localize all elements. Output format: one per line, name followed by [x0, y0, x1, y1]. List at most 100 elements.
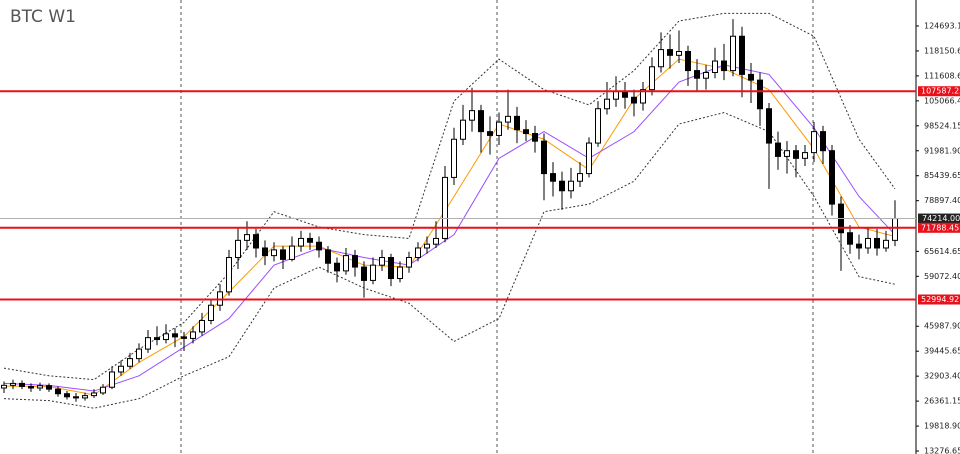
moving-average	[3, 58, 896, 396]
level-label: 52994.92	[921, 295, 959, 304]
candle-body	[82, 395, 88, 399]
candle-body	[73, 396, 79, 399]
y-tick-label: 26361.15	[924, 397, 960, 406]
chart-title: BTC W1	[10, 7, 76, 27]
band-line	[3, 12, 896, 381]
level-label: 107587.25	[921, 87, 960, 96]
candle-body	[136, 348, 142, 360]
candle-body	[460, 119, 466, 140]
candle-body	[55, 388, 61, 395]
candle-body	[316, 241, 322, 251]
y-tick-label: 78897.40	[924, 196, 960, 205]
candle-body	[514, 115, 520, 131]
candle-body	[487, 131, 493, 136]
candle-body	[631, 96, 637, 104]
candle-body	[352, 255, 358, 268]
candle-body	[100, 386, 106, 394]
candle-body	[865, 237, 871, 249]
candle-body	[667, 49, 673, 56]
candle-body	[235, 239, 241, 259]
candle-body	[505, 115, 511, 123]
candle-body	[784, 150, 790, 157]
candle-body	[523, 129, 529, 135]
candle-body	[883, 239, 889, 249]
candle-body	[622, 91, 628, 98]
candle-body	[712, 60, 718, 73]
candle-body	[253, 234, 259, 249]
candle-body	[28, 385, 34, 389]
candle-body	[757, 79, 763, 110]
candle-body	[289, 245, 295, 260]
moving-average	[3, 64, 896, 392]
candle-body	[271, 249, 277, 257]
current-price-tag	[918, 213, 960, 224]
candle-body	[208, 304, 214, 321]
candle-body	[388, 257, 394, 280]
candle-body	[892, 218, 898, 241]
candle-body	[415, 247, 421, 259]
candle-body	[343, 255, 349, 272]
candle-body	[361, 266, 367, 281]
period-separators	[180, 0, 814, 454]
current-price-label: 74214.00	[922, 214, 960, 223]
candle-body	[550, 173, 556, 182]
y-tick-label: 59072.40	[924, 272, 960, 281]
candle-body	[748, 73, 754, 81]
candle-body	[127, 358, 133, 367]
candle-body	[406, 257, 412, 268]
candle-body	[46, 385, 52, 390]
band-line	[3, 112, 896, 409]
candle-body	[658, 49, 664, 68]
candle-body	[325, 249, 331, 264]
candle-body	[694, 70, 700, 79]
candle-body	[109, 371, 115, 388]
candle-body	[424, 243, 430, 249]
candle-body	[766, 108, 772, 144]
candle-body	[181, 336, 187, 339]
candle-body	[262, 247, 268, 257]
candle-body	[91, 392, 97, 397]
candle-body	[847, 232, 853, 245]
candle-body	[595, 108, 601, 144]
candle-body	[244, 234, 250, 241]
y-tick-label: 118150.65	[924, 46, 960, 55]
candle-body	[802, 152, 808, 159]
candle-body	[541, 140, 547, 175]
candle-body	[298, 237, 304, 247]
candle-body	[163, 333, 169, 341]
candle-body	[820, 131, 826, 152]
candle-body	[451, 138, 457, 178]
y-tick-label: 111608.65	[924, 71, 960, 80]
candle-body	[604, 98, 610, 110]
y-tick-label: 39445.65	[924, 347, 960, 356]
candle-body	[1, 384, 7, 389]
y-tick-label: 124693.15	[924, 21, 960, 30]
candle-body	[199, 319, 205, 333]
candle-body	[397, 266, 403, 280]
y-tick-label: 65614.65	[924, 247, 960, 256]
y-tick-label: 13276.65	[924, 447, 960, 454]
candle-body	[433, 237, 439, 245]
candle-body	[442, 176, 448, 239]
candle-body	[721, 60, 727, 72]
candle-body	[307, 237, 313, 243]
candle-body	[334, 262, 340, 272]
candle-body	[856, 243, 862, 249]
candle-body	[811, 131, 817, 154]
candle-body	[739, 35, 745, 75]
candle-body	[478, 110, 484, 133]
candle-body	[586, 142, 592, 175]
candle-body	[496, 121, 502, 136]
candle-body	[280, 249, 286, 260]
candle-body	[649, 66, 655, 91]
candle-body	[10, 382, 16, 386]
candle-body	[469, 110, 475, 121]
candle-body	[154, 337, 160, 341]
candle-body	[568, 180, 574, 192]
level-tag	[918, 222, 960, 233]
y-tick-label: 105066.40	[924, 96, 960, 105]
candle-body	[685, 51, 691, 72]
candle-body	[793, 150, 799, 159]
